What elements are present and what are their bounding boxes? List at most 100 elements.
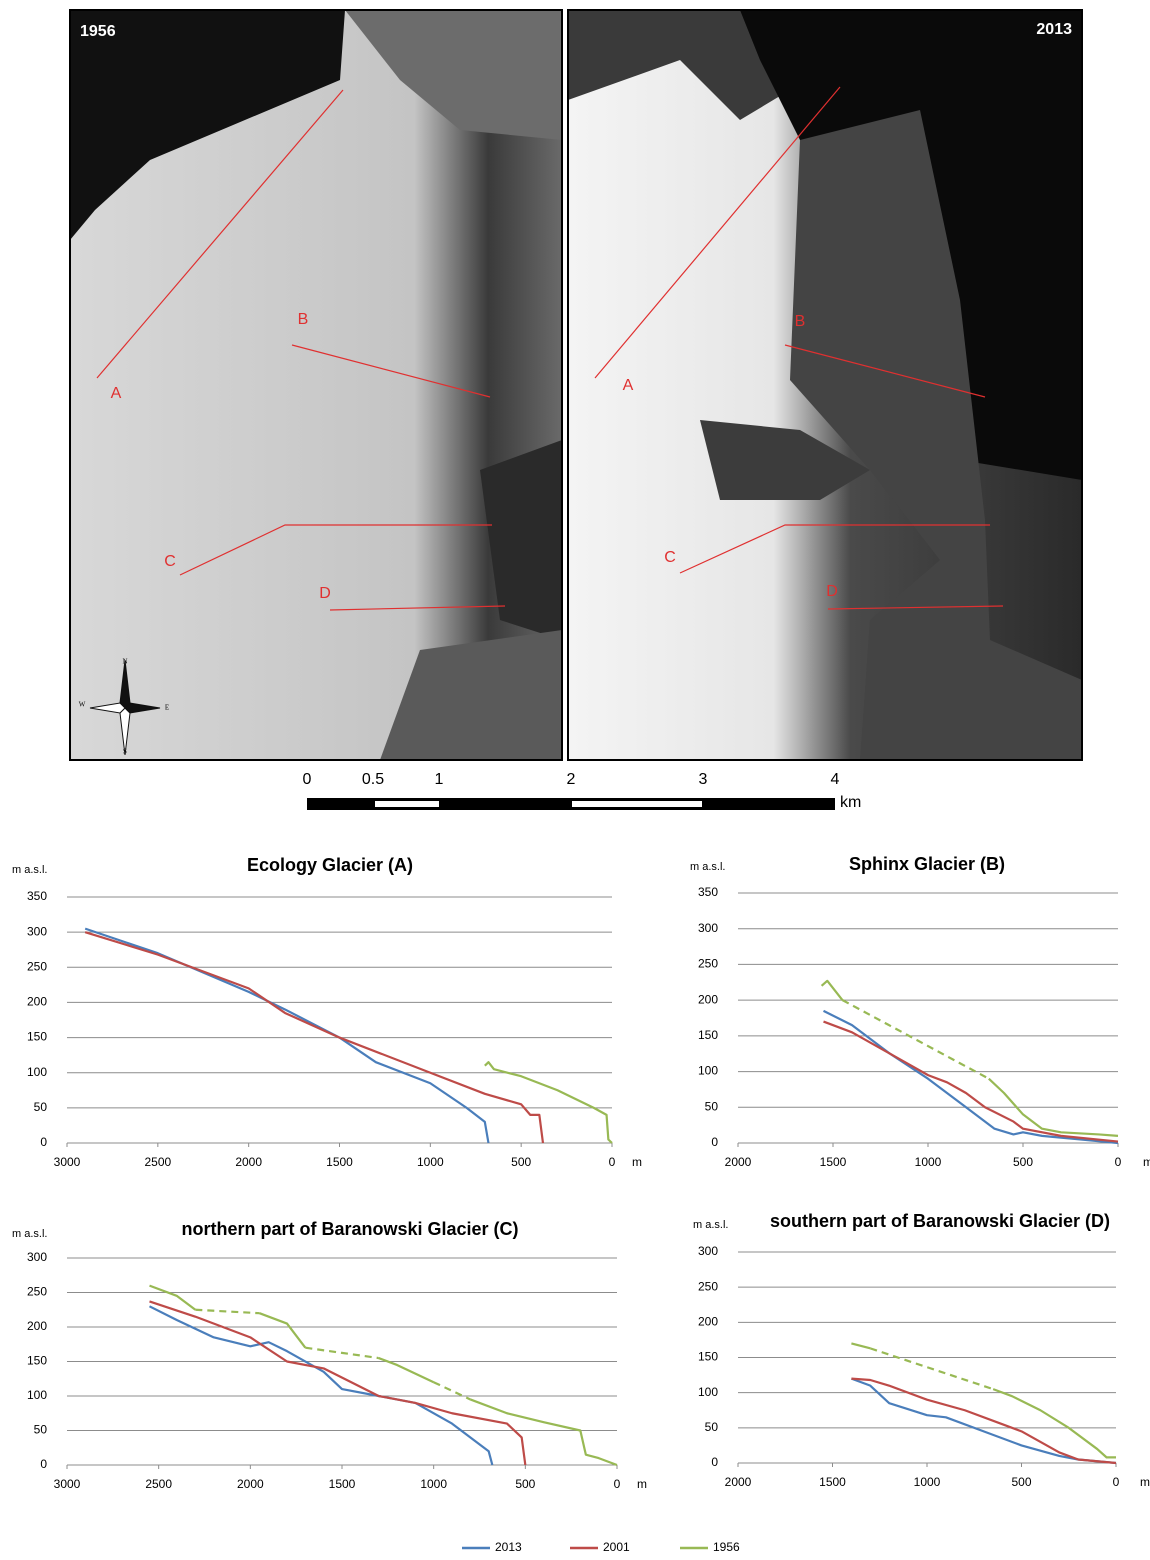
scale-tick-label: 0.5 — [362, 771, 384, 788]
data-line — [851, 1379, 1116, 1463]
x-tick-label: 1000 — [915, 1155, 942, 1169]
data-line — [824, 1011, 1119, 1143]
y-tick-label: 50 — [34, 1423, 48, 1437]
scale-tick-label: 2 — [567, 771, 576, 788]
x-tick-label: 2000 — [235, 1155, 262, 1169]
map-year: 2013 — [1036, 21, 1072, 38]
y-axis-label: m a.s.l. — [690, 861, 725, 873]
y-tick-label: 0 — [711, 1135, 718, 1149]
y-tick-label: 350 — [698, 885, 718, 899]
y-tick-label: 300 — [27, 924, 47, 938]
scale-segment — [375, 801, 439, 807]
x-tick-label: 500 — [515, 1477, 535, 1491]
x-axis-label: m — [632, 1155, 642, 1169]
compass-letter: E — [165, 704, 169, 712]
data-line — [150, 1306, 493, 1465]
y-tick-label: 250 — [698, 1279, 718, 1293]
chart-title: Ecology Glacier (A) — [247, 855, 413, 875]
y-tick-label: 300 — [698, 1244, 718, 1258]
legend-label: 2001 — [603, 1540, 630, 1554]
y-tick-label: 150 — [27, 1030, 47, 1044]
x-tick-label: 500 — [1013, 1155, 1033, 1169]
x-tick-label: 1000 — [420, 1477, 447, 1491]
profile-label: A — [111, 385, 122, 402]
profile-label: D — [826, 583, 838, 600]
x-tick-label: 0 — [1115, 1155, 1122, 1169]
scale-tick-label: 4 — [831, 771, 840, 788]
x-tick-label: 2000 — [237, 1477, 264, 1491]
y-tick-label: 250 — [27, 959, 47, 973]
y-tick-label: 200 — [698, 1315, 718, 1329]
x-axis-label: m — [637, 1477, 647, 1491]
x-axis-label: m — [1143, 1155, 1150, 1169]
profile-label: B — [298, 311, 309, 328]
x-tick-label: 0 — [609, 1155, 616, 1169]
profile-label: A — [623, 377, 634, 394]
profile-label: C — [664, 549, 676, 566]
y-tick-label: 0 — [711, 1455, 718, 1469]
y-tick-label: 100 — [27, 1065, 47, 1079]
y-tick-label: 100 — [698, 1385, 718, 1399]
map-2013 — [568, 10, 1082, 760]
data-line — [822, 981, 1118, 1136]
y-tick-label: 150 — [698, 1028, 718, 1042]
x-tick-label: 3000 — [54, 1477, 81, 1491]
data-line — [824, 1022, 1119, 1142]
x-tick-label: 2000 — [725, 1475, 752, 1489]
map-year: 1956 — [80, 23, 116, 40]
gap-connector — [195, 1310, 259, 1313]
y-tick-label: 200 — [698, 992, 718, 1006]
y-tick-label: 0 — [40, 1135, 47, 1149]
scale-segment — [572, 801, 702, 807]
scale-tick-label: 1 — [435, 771, 444, 788]
scale-tick-label: 0 — [303, 771, 312, 788]
x-tick-label: 1000 — [914, 1475, 941, 1489]
x-tick-label: 2500 — [144, 1155, 171, 1169]
y-tick-label: 0 — [40, 1457, 47, 1471]
chart-title: northern part of Baranowski Glacier (C) — [181, 1219, 518, 1239]
x-tick-label: 500 — [1011, 1475, 1031, 1489]
legend-label: 2013 — [495, 1540, 522, 1554]
data-line — [150, 1286, 618, 1465]
y-axis-label: m a.s.l. — [693, 1219, 728, 1231]
x-tick-label: 1500 — [820, 1155, 847, 1169]
data-line — [85, 929, 488, 1143]
y-tick-label: 200 — [27, 1319, 47, 1333]
y-tick-label: 300 — [27, 1250, 47, 1264]
y-tick-label: 250 — [698, 957, 718, 971]
y-axis-label: m a.s.l. — [12, 864, 47, 876]
data-line — [485, 1062, 612, 1143]
y-tick-label: 50 — [705, 1099, 719, 1113]
chart-title: Sphinx Glacier (B) — [849, 854, 1005, 874]
x-tick-label: 500 — [511, 1155, 531, 1169]
x-tick-label: 3000 — [54, 1155, 81, 1169]
figure: 19562013ABCDABCDNESW00.51234km0501001502… — [0, 0, 1150, 1555]
y-tick-label: 150 — [698, 1350, 718, 1364]
profile-label: D — [319, 585, 331, 602]
compass-letter: S — [123, 748, 127, 756]
x-tick-label: 0 — [1113, 1475, 1120, 1489]
y-tick-label: 150 — [27, 1354, 47, 1368]
compass-letter: N — [122, 658, 127, 666]
y-tick-label: 250 — [27, 1285, 47, 1299]
y-tick-label: 100 — [698, 1064, 718, 1078]
gap-connector — [870, 1348, 993, 1389]
x-tick-label: 1500 — [819, 1475, 846, 1489]
data-line — [851, 1379, 1116, 1463]
y-tick-label: 50 — [705, 1420, 719, 1434]
data-line — [851, 1343, 1116, 1457]
y-axis-label: m a.s.l. — [12, 1228, 47, 1240]
y-tick-label: 200 — [27, 995, 47, 1009]
x-axis-label: m — [1140, 1475, 1150, 1489]
y-tick-label: 350 — [27, 889, 47, 903]
y-tick-label: 100 — [27, 1388, 47, 1402]
x-tick-label: 1500 — [326, 1155, 353, 1169]
x-tick-label: 1000 — [417, 1155, 444, 1169]
x-tick-label: 2500 — [145, 1477, 172, 1491]
scale-bar — [307, 798, 835, 810]
map-1956 — [70, 10, 562, 760]
gap-connector — [305, 1348, 378, 1358]
scale-tick-label: 3 — [699, 771, 708, 788]
x-tick-label: 0 — [614, 1477, 621, 1491]
gap-connector — [434, 1382, 471, 1399]
